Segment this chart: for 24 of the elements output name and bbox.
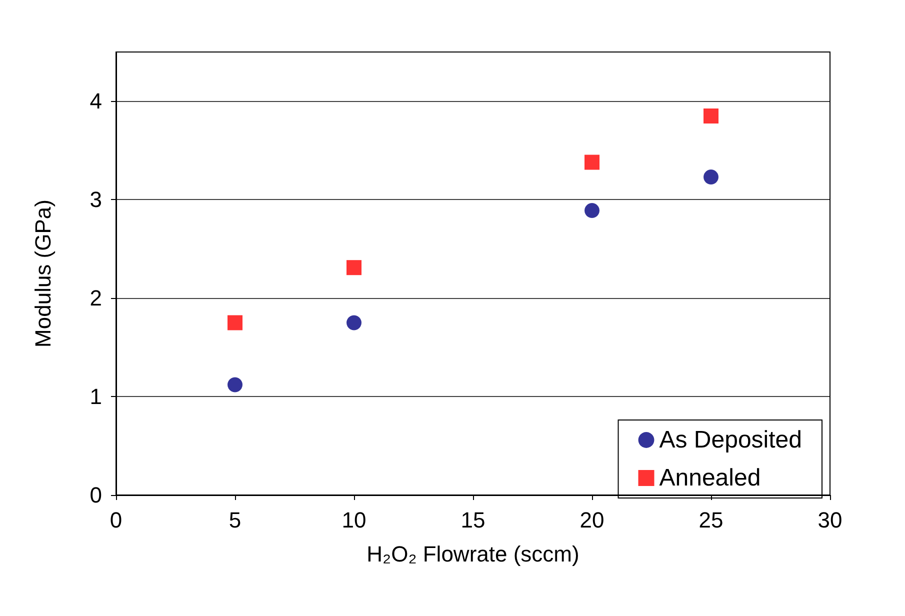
legend-label: Annealed — [659, 464, 761, 492]
x-tick-label: 15 — [460, 508, 486, 532]
point — [584, 203, 600, 218]
x-axis-title: H₂O₂ Flowrate (sccm) — [366, 542, 580, 566]
x-tick-label: 10 — [342, 508, 366, 532]
x-tick-label: 5 — [228, 508, 242, 532]
point — [346, 315, 362, 330]
point — [584, 154, 600, 170]
y-tick-label: 2 — [90, 286, 102, 311]
y-tick-label: 3 — [90, 187, 102, 212]
x-tick-label: 20 — [580, 508, 604, 532]
point — [228, 315, 242, 330]
point — [228, 377, 242, 392]
point — [704, 108, 718, 124]
y-tick-label: 1 — [90, 384, 102, 410]
legend-label: As Deposited — [659, 426, 802, 454]
y-tick-label: 0 — [90, 482, 102, 508]
x-tick-label: 0 — [110, 508, 122, 532]
x-tick-label: 25 — [698, 508, 724, 532]
x-tick-label: 30 — [818, 508, 842, 532]
point — [704, 170, 718, 185]
y-axis-title: Modulus (GPa) — [30, 200, 56, 348]
y-tick-label: 4 — [90, 88, 102, 114]
point — [346, 260, 362, 276]
